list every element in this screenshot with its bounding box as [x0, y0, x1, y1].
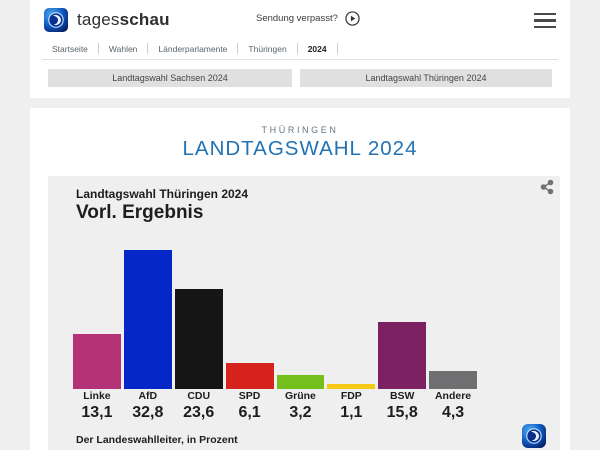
chart-subtitle: Vorl. Ergebnis [76, 202, 204, 223]
breadcrumb-item-wahlen[interactable]: Wahlen [108, 43, 138, 54]
chart-source: Der Landeswahlleiter, in Prozent [76, 434, 238, 446]
party-value: 4,3 [441, 404, 465, 421]
label-column-spd: SPD 6,1 [226, 390, 274, 422]
bar-column-grüne [276, 250, 325, 389]
bar-column-bsw [378, 250, 427, 389]
chart-title: Landtagswahl Thüringen 2024 [76, 187, 249, 201]
label-column-fdp: FDP 1,1 [327, 390, 375, 422]
label-column-andere: Andere 4,3 [429, 390, 477, 422]
bar-grüne [276, 375, 325, 389]
label-column-linke: Linke 13,1 [73, 390, 121, 422]
party-value: 13,1 [81, 404, 113, 421]
missed-show-link[interactable]: Sendung verpasst? [256, 11, 360, 26]
party-value: 3,2 [289, 404, 312, 421]
breadcrumb-separator [336, 43, 338, 54]
breadcrumb: Startseite Wahlen Länderparlamente Thüri… [42, 38, 558, 60]
breadcrumb-item-startseite[interactable]: Startseite [52, 43, 88, 54]
menu-icon[interactable] [534, 13, 556, 28]
party-value: 32,8 [132, 404, 164, 421]
breadcrumb-separator [147, 43, 149, 54]
breadcrumb-item-2024[interactable]: 2024 [307, 43, 327, 54]
party-name: AfD [138, 390, 158, 402]
tagesschau-globe-icon [44, 8, 68, 32]
party-value: 6,1 [238, 404, 261, 421]
party-value: 1,1 [340, 404, 363, 421]
results-chart: Landtagswahl Thüringen 2024 Vorl. Ergebn… [48, 176, 560, 450]
bar-spd [225, 363, 274, 389]
bar-column-fdp [327, 250, 376, 389]
bars-row [73, 250, 477, 389]
content-card: THÜRINGEN LANDTAGSWAHL 2024 Landtagswahl… [30, 108, 570, 450]
breadcrumb-separator [296, 43, 298, 54]
label-column-cdu: CDU 23,6 [175, 390, 223, 422]
labels-row: Linke 13,1 AfD 32,8 CDU 23,6 SPD 6,1 Grüne 3,2 FDP… [73, 390, 477, 422]
bar-andere [429, 370, 477, 389]
tagesschau-watermark-icon [522, 424, 546, 448]
share-icon[interactable] [539, 179, 555, 195]
sachsen-election-button[interactable]: Landtagswahl Sachsen 2024 [48, 69, 292, 87]
party-name: FDP [340, 390, 362, 402]
bar-cdu [174, 289, 223, 389]
bar-column-linke [73, 250, 121, 389]
breadcrumb-separator [97, 43, 99, 54]
label-column-bsw: BSW 15,8 [378, 390, 426, 422]
bar-column-spd [225, 250, 274, 389]
party-value: 15,8 [386, 404, 418, 421]
label-column-afd: AfD 32,8 [124, 390, 172, 422]
play-icon[interactable] [345, 11, 360, 26]
brand-wordmark: tagesschau [77, 10, 170, 29]
bar-column-andere [429, 250, 477, 389]
tagesschau-logo-link[interactable]: tagesschau [44, 8, 170, 32]
page-title: LANDTAGSWAHL 2024 [182, 137, 418, 160]
header-card: tagesschau Sendung verpasst? Startseite … [30, 0, 570, 98]
party-name: Andere [434, 390, 472, 402]
party-name: SPD [238, 390, 261, 402]
region-kicker: THÜRINGEN [261, 125, 339, 135]
missed-show-label: Sendung verpasst? [256, 13, 338, 24]
bar-linke [73, 333, 121, 389]
header-row: tagesschau Sendung verpasst? [30, 0, 570, 38]
breadcrumb-item-thueringen[interactable]: Thüringen [248, 43, 287, 54]
bar-bsw [378, 322, 427, 389]
bar-column-afd [123, 250, 172, 389]
party-name: BSW [389, 390, 415, 402]
bar-afd [123, 250, 172, 389]
breadcrumb-item-laenderparlamente[interactable]: Länderparlamente [158, 43, 228, 54]
bar-fdp [327, 384, 376, 389]
bar-column-cdu [174, 250, 223, 389]
party-name: Linke [83, 390, 111, 402]
breadcrumb-separator [237, 43, 239, 54]
thueringen-election-button[interactable]: Landtagswahl Thüringen 2024 [300, 69, 552, 87]
party-value: 23,6 [183, 404, 215, 421]
party-name: CDU [187, 390, 211, 402]
label-column-grüne: Grüne 3,2 [277, 390, 325, 422]
party-name: Grüne [284, 390, 316, 402]
